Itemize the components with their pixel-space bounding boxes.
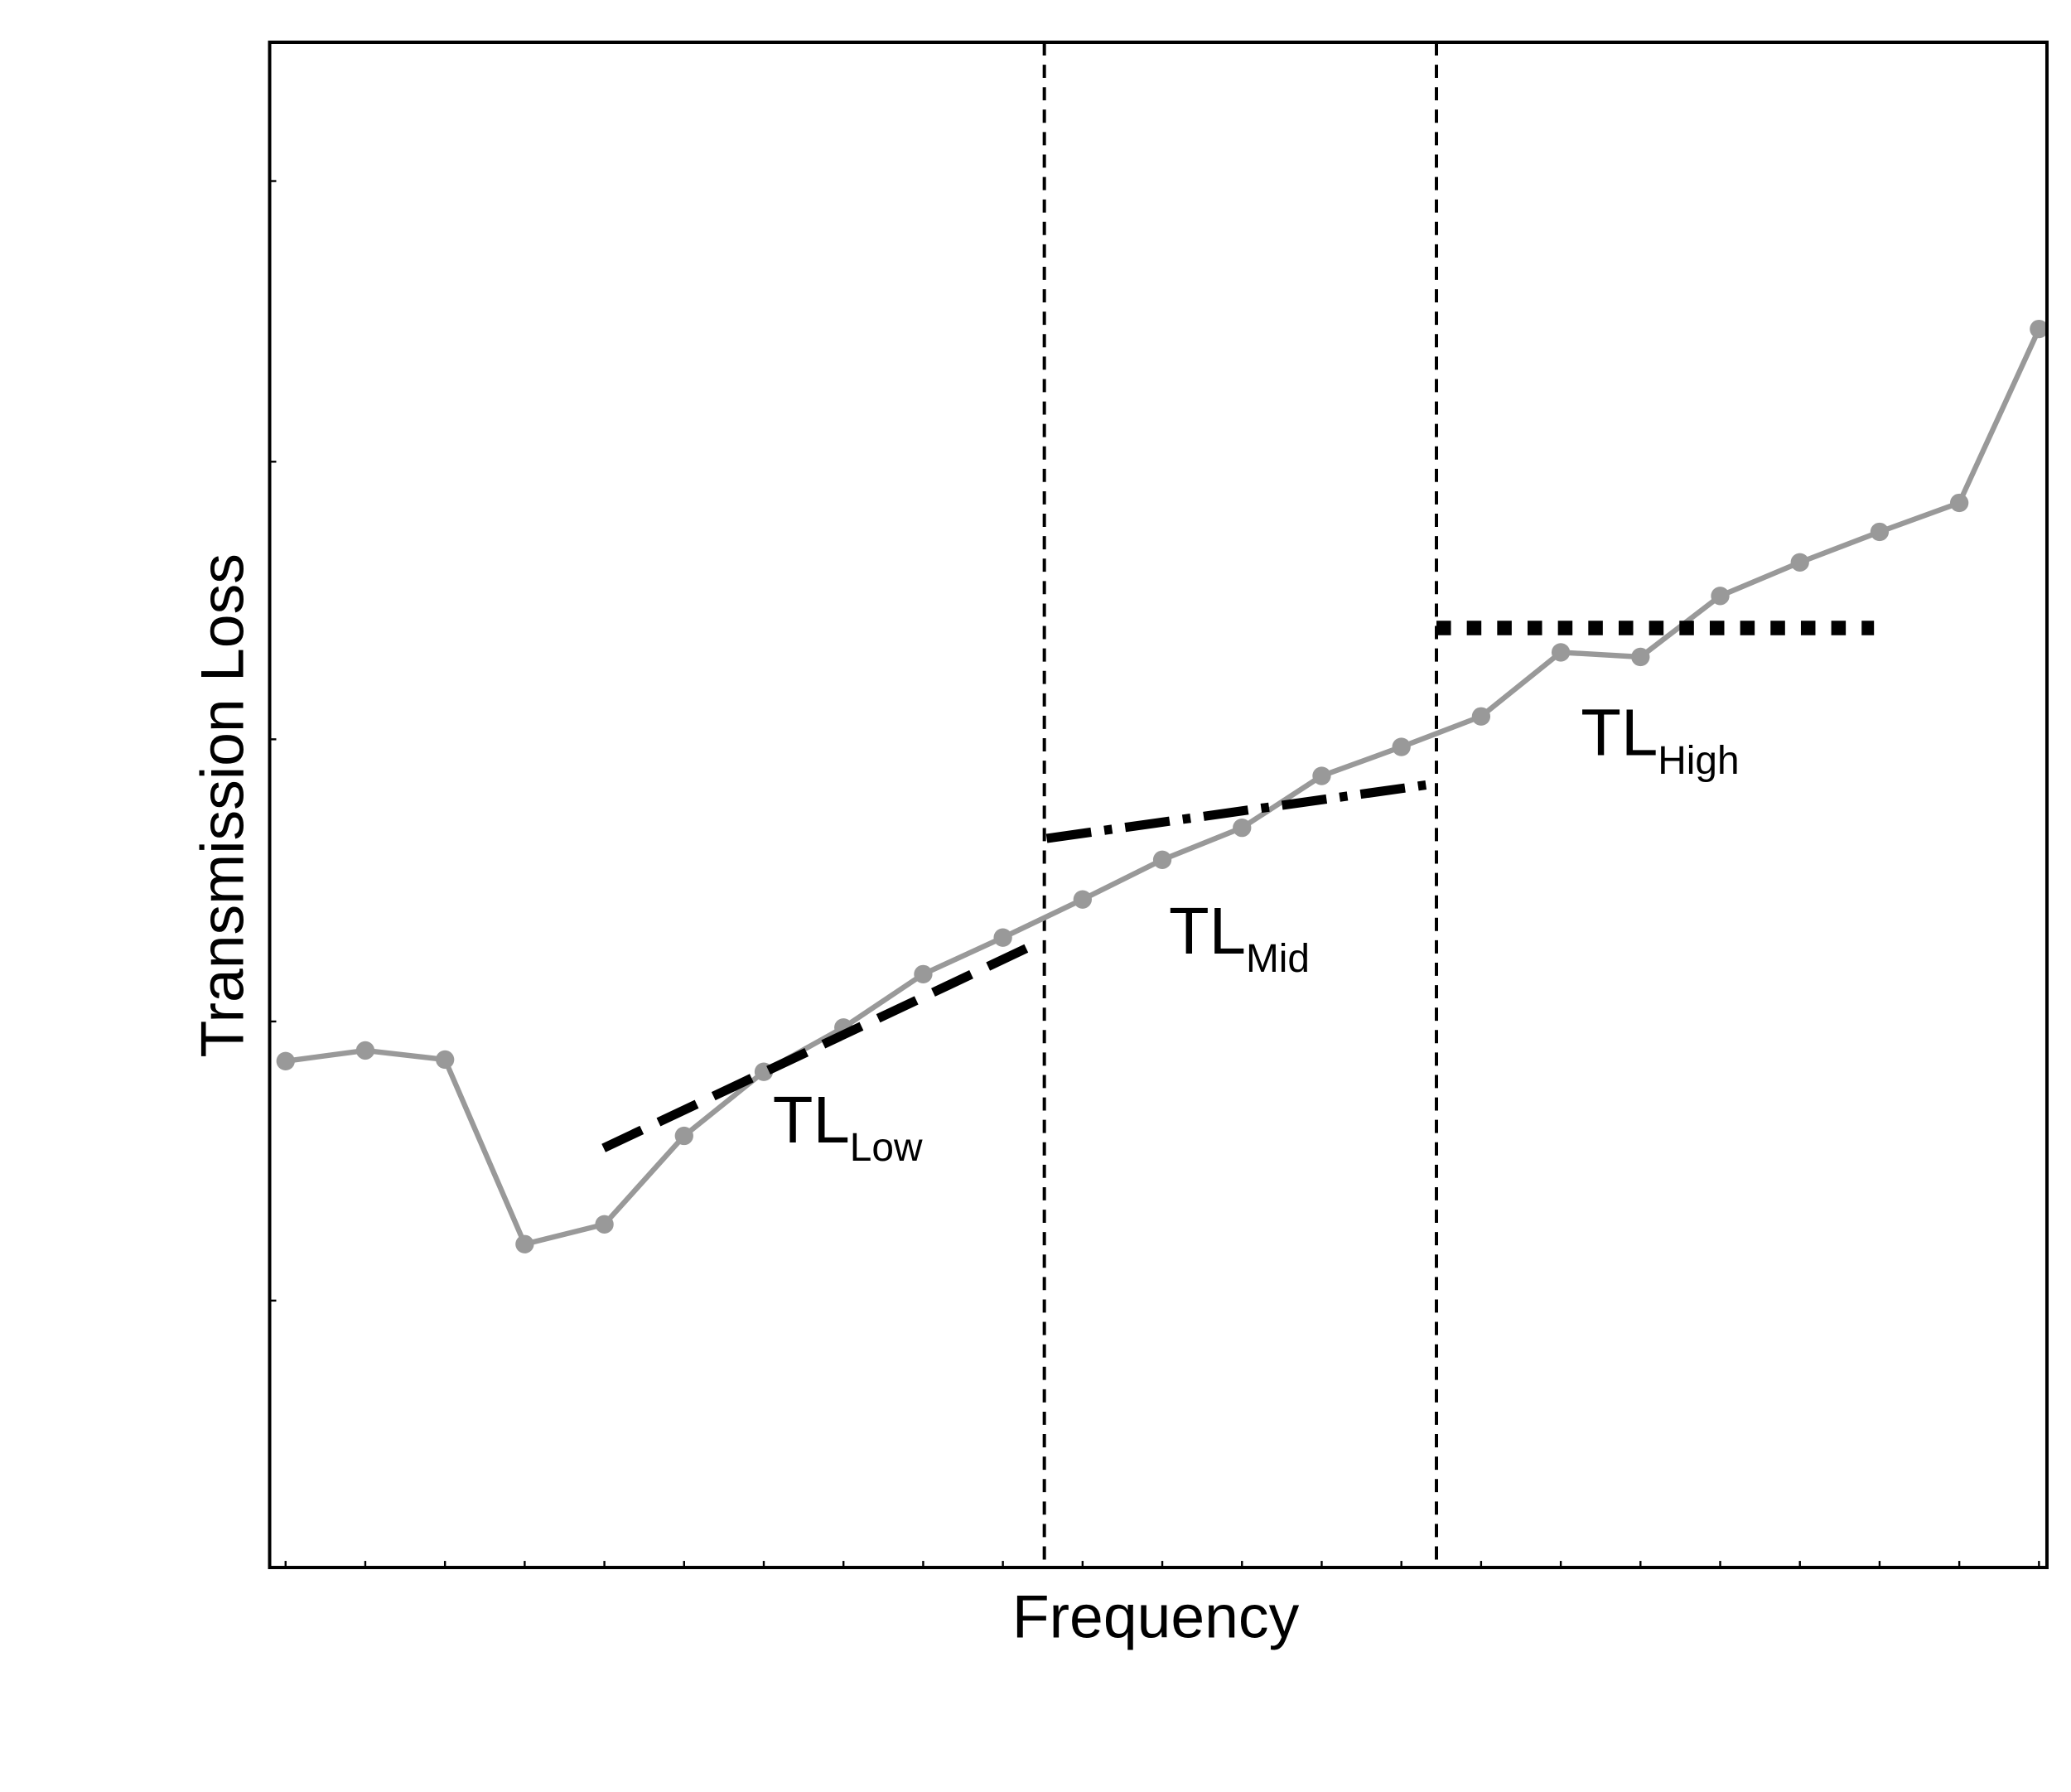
data-point bbox=[993, 928, 1012, 947]
plot-frame bbox=[268, 41, 2049, 1570]
annotation: TLLow bbox=[773, 1083, 923, 1170]
data-point bbox=[2030, 319, 2049, 339]
fit-line bbox=[1045, 779, 1437, 843]
data-point bbox=[1711, 587, 1730, 606]
data-point bbox=[674, 1126, 693, 1146]
annotation: TLMid bbox=[1169, 894, 1310, 981]
data-point bbox=[1949, 493, 1969, 513]
data-point bbox=[1631, 647, 1650, 667]
data-point bbox=[276, 1051, 295, 1070]
data-point bbox=[355, 1041, 375, 1060]
data-point bbox=[436, 1050, 455, 1070]
data-point bbox=[1233, 818, 1252, 838]
data-point bbox=[515, 1234, 534, 1253]
annotation-text: TL bbox=[1581, 696, 1658, 770]
y-axis-label: Transmission Loss bbox=[189, 553, 257, 1057]
data-point bbox=[1790, 553, 1809, 572]
data-point bbox=[1073, 890, 1092, 909]
data-point bbox=[1870, 522, 1890, 542]
annotation-subscript: High bbox=[1658, 739, 1739, 783]
data-point bbox=[595, 1215, 614, 1234]
annotation-text: TL bbox=[1169, 894, 1246, 968]
data-point bbox=[1152, 850, 1172, 869]
annotation-subscript: Low bbox=[850, 1126, 923, 1170]
x-axis-label: Frequency bbox=[1012, 1583, 1300, 1651]
data-point bbox=[1312, 766, 1331, 785]
annotation: TLHigh bbox=[1581, 696, 1739, 783]
fit-line bbox=[601, 936, 1045, 1152]
data-point bbox=[1392, 737, 1411, 756]
annotation-text: TL bbox=[773, 1083, 850, 1157]
data-point bbox=[914, 964, 933, 984]
data-point bbox=[1471, 707, 1491, 726]
data-point bbox=[1551, 643, 1571, 662]
annotation-subscript: Mid bbox=[1246, 937, 1310, 981]
